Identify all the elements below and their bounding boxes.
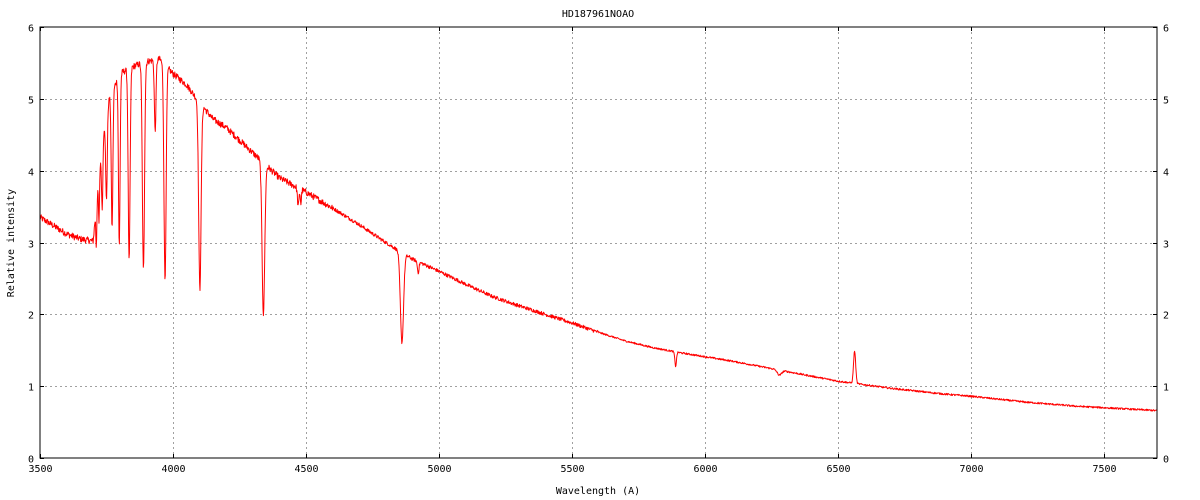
x-tick-label: 6500	[826, 464, 850, 475]
y-axis-label: Relative intensity	[6, 189, 17, 297]
x-tick-label: 4000	[161, 464, 185, 475]
y-tick-label-left: 6	[28, 24, 34, 35]
x-axis-label: Wavelength (A)	[556, 486, 640, 497]
y-tick-label-left: 5	[28, 96, 34, 107]
y-tick-label-left: 3	[28, 240, 34, 251]
x-tick-label: 4500	[294, 464, 318, 475]
y-tick-label-right: 6	[1163, 24, 1169, 35]
x-tick-label: 5000	[427, 464, 451, 475]
y-tick-label-right: 4	[1163, 168, 1169, 179]
y-tick-label-left: 0	[28, 455, 34, 466]
series-layer	[40, 56, 1157, 411]
x-tick-label: 6000	[693, 464, 717, 475]
x-tick-label: 3500	[28, 464, 52, 475]
grid-layer	[40, 27, 1157, 458]
x-tick-label: 7000	[959, 464, 983, 475]
y-tick-label-right: 3	[1163, 240, 1169, 251]
plot-frame	[40, 27, 1157, 458]
y-tick-label-left: 4	[28, 168, 34, 179]
y-tick-label-left: 1	[28, 383, 34, 394]
chart-title: HD187961NOAO	[562, 9, 634, 20]
spectrum-line	[40, 56, 1157, 411]
y-tick-label-right: 2	[1163, 311, 1169, 322]
y-tick-label-left: 2	[28, 311, 34, 322]
y-tick-label-right: 0	[1163, 455, 1169, 466]
y-tick-label-right: 1	[1163, 383, 1169, 394]
x-tick-label: 5500	[560, 464, 584, 475]
x-tick-label: 7500	[1092, 464, 1116, 475]
y-tick-label-right: 5	[1163, 96, 1169, 107]
